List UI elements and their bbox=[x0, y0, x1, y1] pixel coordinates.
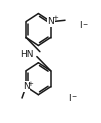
Text: −: − bbox=[83, 21, 88, 26]
Text: HN: HN bbox=[21, 50, 34, 59]
Text: +: + bbox=[28, 81, 34, 87]
Text: +: + bbox=[52, 15, 58, 21]
Text: I: I bbox=[79, 21, 82, 30]
Text: −: − bbox=[72, 93, 77, 98]
Text: N: N bbox=[47, 17, 54, 26]
Text: I: I bbox=[68, 94, 71, 103]
Text: N: N bbox=[23, 82, 29, 91]
